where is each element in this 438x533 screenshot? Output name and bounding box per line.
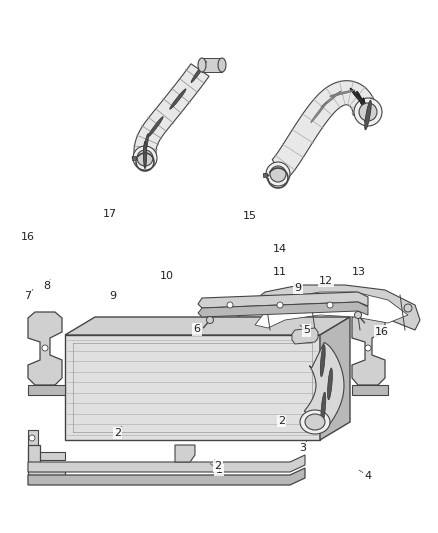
Polygon shape <box>28 312 62 385</box>
Text: 8: 8 <box>44 281 51 290</box>
Text: 15: 15 <box>243 211 257 221</box>
Ellipse shape <box>350 88 369 109</box>
Text: 16: 16 <box>21 232 35 242</box>
Text: 2: 2 <box>215 461 222 471</box>
Polygon shape <box>28 455 305 472</box>
Polygon shape <box>352 312 385 385</box>
Polygon shape <box>292 328 318 344</box>
Ellipse shape <box>191 61 206 83</box>
Circle shape <box>327 302 333 308</box>
Ellipse shape <box>144 141 146 168</box>
Ellipse shape <box>137 150 153 166</box>
Circle shape <box>365 345 371 351</box>
Circle shape <box>206 317 213 324</box>
Text: 1: 1 <box>215 465 223 475</box>
Text: 11: 11 <box>272 267 286 277</box>
Polygon shape <box>352 385 388 395</box>
Ellipse shape <box>198 58 206 72</box>
Polygon shape <box>272 80 377 181</box>
Polygon shape <box>28 385 65 395</box>
Ellipse shape <box>311 102 327 123</box>
Polygon shape <box>28 445 65 478</box>
Text: 4: 4 <box>364 471 371 481</box>
Text: 2: 2 <box>114 428 121 438</box>
Polygon shape <box>228 285 420 332</box>
Ellipse shape <box>270 166 286 182</box>
Ellipse shape <box>321 392 326 424</box>
Ellipse shape <box>300 410 330 434</box>
Ellipse shape <box>328 368 332 400</box>
Text: 17: 17 <box>102 209 117 219</box>
Ellipse shape <box>359 103 377 121</box>
Ellipse shape <box>330 90 355 96</box>
Text: 5: 5 <box>303 326 310 335</box>
Ellipse shape <box>148 117 163 138</box>
Text: 7: 7 <box>24 291 31 301</box>
Text: 9: 9 <box>110 291 117 301</box>
Text: 10: 10 <box>159 271 173 281</box>
Polygon shape <box>28 468 305 485</box>
Text: 12: 12 <box>319 276 333 286</box>
Text: 6: 6 <box>194 325 201 334</box>
Ellipse shape <box>305 414 325 430</box>
Polygon shape <box>175 445 195 462</box>
Polygon shape <box>198 302 368 317</box>
Circle shape <box>404 304 412 312</box>
Ellipse shape <box>365 100 371 130</box>
Ellipse shape <box>143 134 148 159</box>
Polygon shape <box>202 58 222 72</box>
Text: 16: 16 <box>375 327 389 336</box>
Bar <box>132 156 136 160</box>
Bar <box>263 173 268 176</box>
Polygon shape <box>28 430 65 460</box>
Circle shape <box>354 311 361 319</box>
Text: 3: 3 <box>299 443 306 453</box>
Polygon shape <box>134 64 209 156</box>
Ellipse shape <box>320 345 325 377</box>
Circle shape <box>42 345 48 351</box>
Circle shape <box>277 302 283 308</box>
Ellipse shape <box>266 162 290 186</box>
Polygon shape <box>65 335 320 440</box>
Text: 9: 9 <box>294 283 301 293</box>
Ellipse shape <box>133 146 157 170</box>
Polygon shape <box>320 317 350 440</box>
Ellipse shape <box>170 89 186 109</box>
Text: 13: 13 <box>352 267 366 277</box>
Ellipse shape <box>218 58 226 72</box>
Ellipse shape <box>357 91 369 117</box>
Ellipse shape <box>363 98 367 126</box>
Circle shape <box>227 302 233 308</box>
Polygon shape <box>304 342 344 429</box>
Polygon shape <box>198 292 368 308</box>
Text: 2: 2 <box>278 416 285 426</box>
Polygon shape <box>255 292 408 328</box>
Ellipse shape <box>354 98 382 126</box>
Circle shape <box>29 435 35 441</box>
Text: 14: 14 <box>272 245 286 254</box>
Polygon shape <box>65 317 350 335</box>
Ellipse shape <box>321 91 341 108</box>
